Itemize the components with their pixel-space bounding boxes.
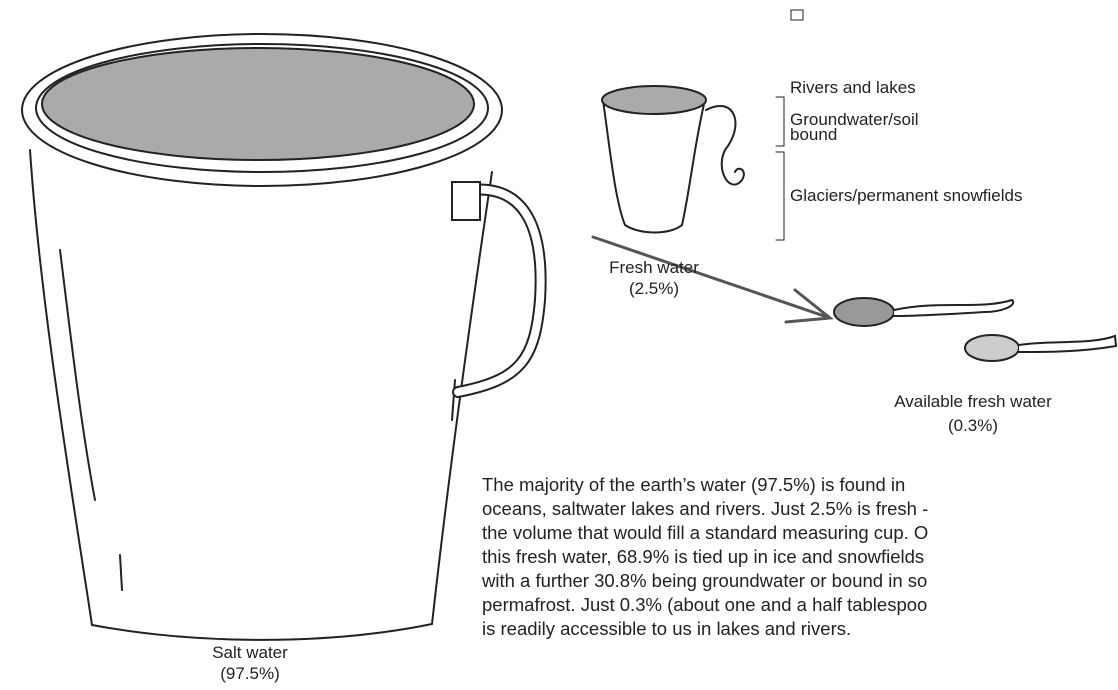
label: Salt water (97.5%) [190,642,310,684]
label-line: Available fresh water [894,392,1052,411]
cup-handle [706,106,744,185]
cup-water [602,86,706,114]
spoon-2-handle [1019,336,1116,352]
label-line: Salt water [212,643,288,662]
bucket-body [30,150,492,640]
spoon-2 [965,335,1019,361]
bucket-lug [452,182,480,220]
paragraph-line: permafrost. Just 0.3% (about one and a h… [482,593,928,617]
paragraph-line: this fresh water, 68.9% is tied up in ic… [482,545,928,569]
label-line: (97.5%) [220,664,280,683]
paragraph: The majority of the earth’s water (97.5%… [482,473,928,641]
paragraph-line: the volume that would fill a standard me… [482,521,928,545]
label: Glaciers/permanent snowfields [790,186,1022,206]
label: Rivers and lakes [790,78,916,98]
paragraph-line: oceans, saltwater lakes and rivers. Just… [482,497,928,521]
label-line: bound [790,125,837,144]
label-line: Fresh water [609,258,699,277]
bucket-water [42,48,474,160]
page: Rivers and lakes Groundwater/soilbound G… [0,0,1118,690]
label-line: (0.3%) [948,416,998,435]
paragraph-line: is readily accessible to us in lakes and… [482,617,928,641]
spoon-1 [834,298,894,326]
label-line: (2.5%) [629,279,679,298]
spoon-1-handle [894,300,1013,316]
brackets [776,97,784,240]
small-box [791,10,803,20]
cup-body [603,100,705,233]
paragraph-line: with a further 30.8% being groundwater o… [482,569,928,593]
label: Available fresh water (0.3%) [868,390,1078,438]
paragraph-line: The majority of the earth’s water (97.5%… [482,473,928,497]
label: Fresh water (2.5%) [594,257,714,299]
